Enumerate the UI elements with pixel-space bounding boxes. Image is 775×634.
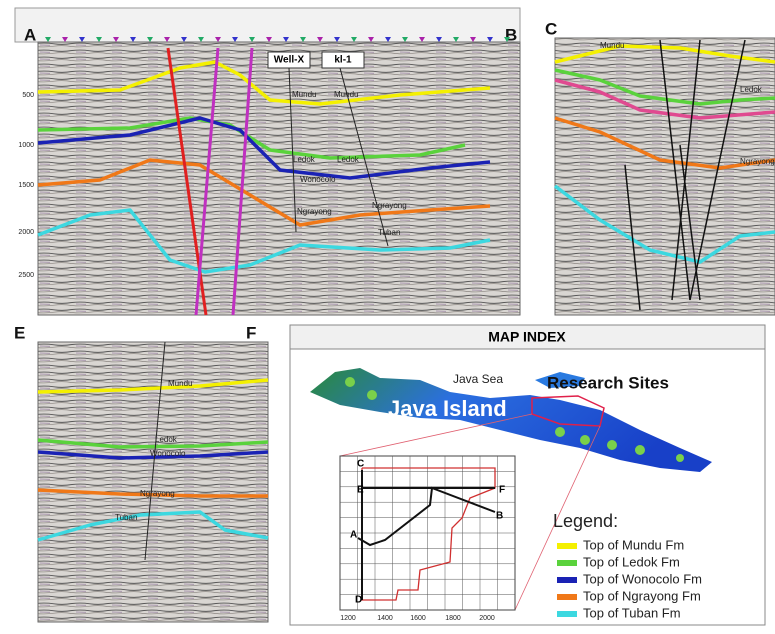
section-label: E [14,323,25,342]
grid-letter: A [350,530,357,541]
grid-x-tick: 1600 [410,615,426,622]
grid-x-tick: 1400 [377,615,393,622]
grid-letter: B [496,511,503,522]
section-label: A [24,25,36,44]
legend-label: Top of Ngrayong Fm [583,588,701,603]
horizon-label: Ngrayong [297,207,332,216]
depth-tick: 2500 [18,272,34,279]
horizon-label: Ledok [740,85,763,94]
legend-swatch [557,543,577,549]
sites-label: Research Sites [547,373,669,392]
horizon-label: Wonocolo [300,175,336,184]
map-title: MAP INDEX [488,329,566,345]
volcano [635,445,645,455]
horizon-label: Tuban [378,228,400,237]
horizon-label: Mundu [334,90,358,99]
horizon-label: Mundu [168,379,192,388]
section-label: C [545,19,557,38]
island-label: Java Island [388,396,507,421]
depth-tick: 500 [22,92,34,99]
horizon-label: Ngrayong [740,157,775,166]
section-label: F [246,323,256,342]
horizon-label: Mundu [292,90,316,99]
legend-swatch [557,577,577,583]
volcano [367,390,377,400]
grid-letter: E [357,485,364,496]
sea-label: Java Sea [453,372,503,386]
horizon-label: Ledok [337,155,360,164]
volcano [555,427,565,437]
legend-label: Top of Ledok Fm [583,554,680,569]
legend-swatch [557,560,577,566]
volcano [345,377,355,387]
header-strip [15,8,520,42]
legend-label: Top of Wonocolo Fm [583,571,702,586]
grid-map: 1200 1400 1600 1800 2000 C E A D F B [340,456,515,622]
well-label: Well-X [274,55,305,66]
well-label: kl-1 [334,55,352,66]
grid-letter: F [499,485,505,496]
legend-label: Top of Tuban Fm [583,605,681,620]
horizon-label: Wonocolo [150,449,186,458]
grid-x-tick: 1800 [445,615,461,622]
grid-letter: C [357,459,364,470]
depth-tick: 2000 [18,229,34,236]
grid-letter: D [355,595,362,606]
depth-tick: 1500 [18,182,34,189]
figure: A B Well-X kl-1 500 1000 1500 2000 2500 Mundu Mu… [0,0,775,634]
volcano [580,435,590,445]
legend-swatch [557,594,577,600]
horizon-label: Ledok [155,435,178,444]
seismic-section [38,42,520,315]
horizon-label: Ledok [293,155,316,164]
volcano [607,440,617,450]
horizon-label: Ngrayong [140,489,175,498]
grid-x-tick: 1200 [340,615,356,622]
grid-x-tick: 2000 [479,615,495,622]
depth-tick: 1000 [18,142,34,149]
legend-swatch [557,611,577,617]
legend-label: Top of Mundu Fm [583,537,684,552]
horizon-label: Ngrayong [372,201,407,210]
horizon-label: Tuban [115,513,137,522]
horizon-label: Mundu [600,41,624,50]
volcano [676,454,684,462]
legend-title: Legend: [553,511,618,531]
